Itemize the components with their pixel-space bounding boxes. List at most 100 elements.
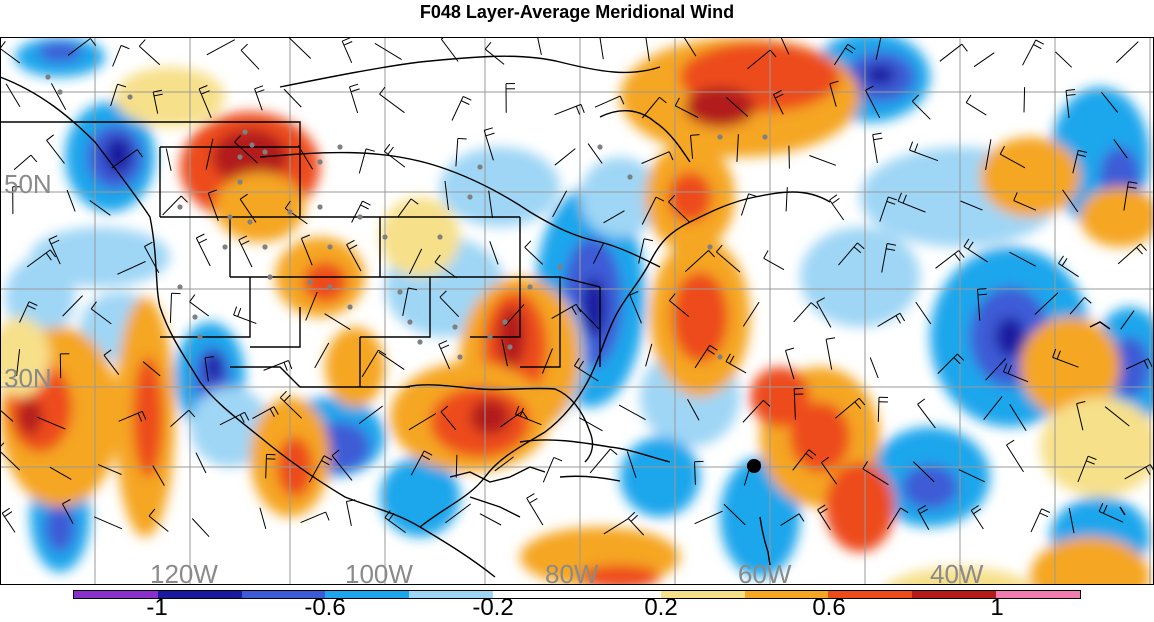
station-dot xyxy=(45,74,51,80)
colorbar-segment xyxy=(409,591,494,598)
wind-barb xyxy=(308,455,333,483)
wind-shade-cell xyxy=(104,137,132,173)
wind-barb xyxy=(541,348,553,374)
barb-staff xyxy=(690,135,694,159)
barb-staff xyxy=(1052,356,1079,368)
barb-staff xyxy=(1009,251,1036,267)
barb-staff xyxy=(238,239,253,268)
wind-barb xyxy=(438,340,451,370)
station-dot xyxy=(192,314,198,320)
station-dot xyxy=(627,174,633,180)
barb-staff xyxy=(378,351,405,371)
wind-barb xyxy=(346,239,362,272)
barb-staff xyxy=(838,242,858,266)
barb-feather xyxy=(917,398,926,405)
barb-staff xyxy=(820,462,838,485)
barb-staff xyxy=(36,416,66,430)
wind-barb xyxy=(50,83,67,110)
barb-feather xyxy=(847,43,856,50)
barb-staff xyxy=(716,251,741,273)
wind-barb xyxy=(152,89,163,114)
barb-staff xyxy=(152,465,165,486)
barb-feather xyxy=(388,512,395,521)
colorbar-tick: -0.2 xyxy=(472,594,514,621)
wind-barb xyxy=(1023,87,1026,113)
barb-staff xyxy=(358,148,367,174)
wind-barb xyxy=(1009,404,1027,431)
colorbar-segment xyxy=(493,591,577,598)
wind-barb xyxy=(195,452,207,474)
barb-feather xyxy=(45,252,52,261)
wind-barb xyxy=(917,398,936,429)
wind-barb xyxy=(205,138,214,170)
barb-feather xyxy=(48,235,58,240)
wind-barb xyxy=(110,83,127,107)
barb-feather xyxy=(917,505,927,511)
wind-barb xyxy=(963,238,988,263)
wind-barb xyxy=(725,353,747,374)
barb-feather xyxy=(1140,243,1147,251)
wind-shade-cell xyxy=(580,157,660,237)
barb-feather xyxy=(283,362,288,371)
barb-staff xyxy=(973,52,995,68)
barb-feather xyxy=(967,241,974,250)
barb-feather xyxy=(204,356,214,359)
barb-staff xyxy=(725,361,747,374)
barb-feather xyxy=(343,41,353,46)
wind-barb xyxy=(970,505,984,530)
barb-staff xyxy=(911,100,931,120)
barb-staff xyxy=(138,45,161,66)
barb-feather xyxy=(1056,350,1061,360)
wind-barb xyxy=(1115,41,1139,63)
wind-barb xyxy=(554,148,576,166)
wind-barb xyxy=(263,360,293,371)
wind-barb xyxy=(694,510,723,525)
barb-feather xyxy=(1006,439,1015,446)
barb-staff xyxy=(939,43,963,62)
barb-feather xyxy=(457,137,467,140)
wind-barb xyxy=(825,337,836,370)
barb-feather xyxy=(914,143,919,153)
barb-staff xyxy=(879,196,889,222)
barb-staff xyxy=(479,513,502,526)
barb-feather xyxy=(831,197,840,205)
barb-staff xyxy=(1,512,16,533)
barb-feather xyxy=(28,301,38,306)
barb-staff xyxy=(239,198,257,223)
barb-feather xyxy=(237,307,242,317)
wind-barb xyxy=(820,456,838,485)
wind-barb xyxy=(239,193,257,223)
barb-feather xyxy=(348,244,358,250)
wind-barb xyxy=(455,454,458,478)
wind-barb xyxy=(489,241,499,265)
station-dot xyxy=(127,94,133,100)
coast-or-border-line xyxy=(430,217,601,368)
station-dot xyxy=(247,219,253,225)
storm-center-marker xyxy=(747,459,761,473)
wind-barb xyxy=(629,291,642,324)
barb-staff xyxy=(16,349,21,376)
barb-feather xyxy=(725,353,731,362)
colorbar-tick: 0.2 xyxy=(644,594,678,621)
barb-feather xyxy=(438,340,448,345)
wind-barb xyxy=(152,465,165,486)
barb-staff xyxy=(324,313,351,331)
barb-feather xyxy=(965,94,972,103)
barb-staff xyxy=(541,348,553,374)
barb-staff xyxy=(886,507,902,530)
wind-barb xyxy=(780,37,790,55)
wind-barb xyxy=(1013,192,1037,211)
barb-staff xyxy=(439,296,460,318)
colorbar-segment xyxy=(996,591,1080,598)
barb-feather xyxy=(911,94,920,102)
wind-barb xyxy=(198,85,212,118)
wind-barb xyxy=(1065,89,1076,118)
barb-feather xyxy=(805,453,814,460)
barb-staff xyxy=(618,404,646,421)
barb-feather xyxy=(845,47,854,54)
wind-barb xyxy=(233,306,257,324)
barb-feather xyxy=(886,248,896,251)
barb-staff xyxy=(589,448,611,474)
wind-shade-cell xyxy=(668,172,712,222)
wind-barb xyxy=(939,43,968,62)
